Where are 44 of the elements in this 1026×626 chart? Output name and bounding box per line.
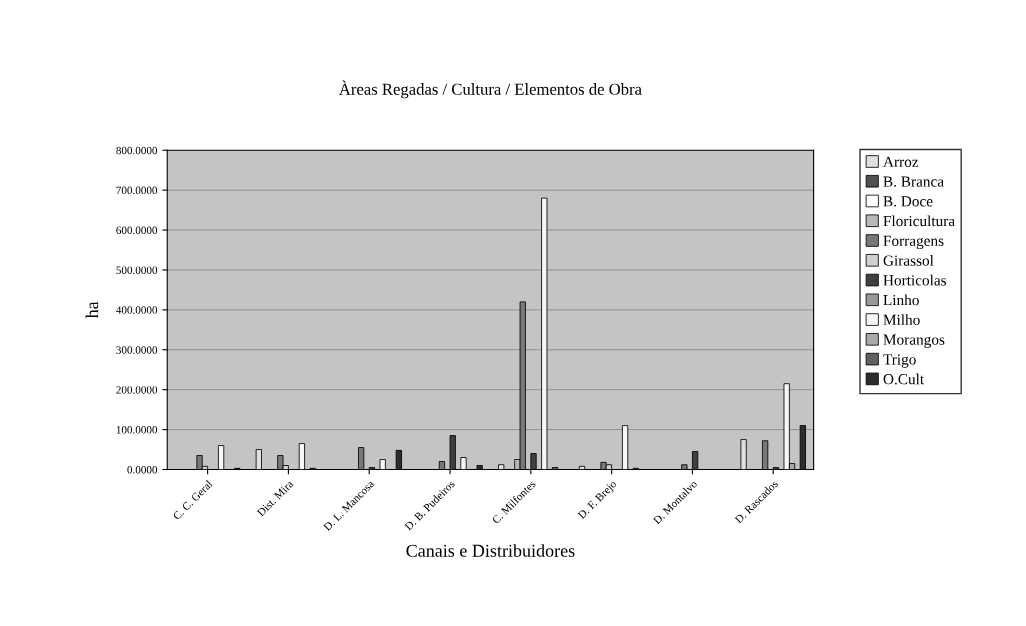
bar [358,447,365,470]
y-tick-label: 700.0000 [116,186,158,195]
y-tick-label: 500.0000 [116,266,158,274]
legend-label: Girassol [883,255,934,266]
bar [530,453,537,470]
bar [449,435,456,470]
bar [740,439,747,470]
legend-label: Morangos [883,334,945,348]
legend-label: B. Branca [883,176,944,187]
x-tick-label: Dist. Mira [256,479,294,517]
y-tick-label: 400.0000 [116,306,158,314]
x-axis-title: Canais e Distribuidores [406,544,575,557]
bar [379,459,386,470]
y-tick-label: 600.0000 [116,226,158,235]
bar [762,440,769,470]
legend-label: Linho [883,294,919,306]
bar [298,443,306,470]
bar [460,457,467,470]
chart-title: Àreas Regadas / Cultura / Elementos de Obra [339,80,642,99]
legend-label: Trigo [883,354,916,368]
y-tick-label: 800.0000 [116,146,158,155]
y-axis-title: ha [85,301,99,319]
bar [692,451,699,470]
legend-label: B. Doce [883,196,933,207]
legend-label: Milho [883,314,920,326]
bar [395,449,402,470]
legend-label: Forragens [883,235,944,250]
bar [217,445,225,470]
bar [681,464,688,470]
bar [498,464,505,470]
legend-label: O.Cult [883,373,925,385]
legend-label: Arroz [883,156,919,167]
bar [438,461,446,470]
bar [621,425,629,470]
y-tick-label: 300.0000 [116,346,158,354]
bar [476,465,483,470]
legend-label: Floricultura [883,215,955,227]
legend-label: Horticolas [883,274,947,286]
bar [799,425,806,470]
y-tick-label: 100.0000 [116,426,158,434]
y-tick-label: 200.0000 [116,386,158,394]
y-tick-label: 0.0000 [127,465,158,474]
bar [541,197,548,470]
bar [255,449,262,470]
